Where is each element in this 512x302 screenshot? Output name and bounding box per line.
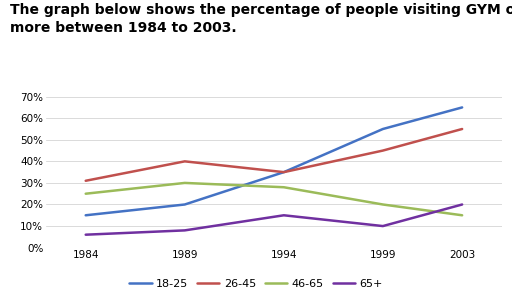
Line: 18-25: 18-25	[86, 108, 462, 215]
65+	[459, 203, 465, 206]
46-65	[82, 192, 89, 195]
46-65	[380, 203, 386, 206]
Line: 26-45: 26-45	[86, 129, 462, 181]
46-65	[281, 185, 287, 189]
65+	[182, 229, 188, 232]
46-65	[182, 181, 188, 185]
18-25	[82, 214, 89, 217]
18-25	[281, 170, 287, 174]
Line: 46-65: 46-65	[86, 183, 462, 215]
26-45	[182, 159, 188, 163]
26-45	[82, 179, 89, 183]
26-45	[459, 127, 465, 131]
26-45	[281, 170, 287, 174]
Line: 65+: 65+	[86, 204, 462, 235]
18-25	[182, 203, 188, 206]
65+	[82, 233, 89, 236]
65+	[380, 224, 386, 228]
26-45	[380, 149, 386, 153]
Legend: 18-25, 26-45, 46-65, 65+: 18-25, 26-45, 46-65, 65+	[125, 275, 387, 294]
Text: The graph below shows the percentage of people visiting GYM once a month or
more: The graph below shows the percentage of …	[10, 3, 512, 35]
18-25	[380, 127, 386, 131]
46-65	[459, 214, 465, 217]
65+	[281, 214, 287, 217]
18-25	[459, 106, 465, 109]
